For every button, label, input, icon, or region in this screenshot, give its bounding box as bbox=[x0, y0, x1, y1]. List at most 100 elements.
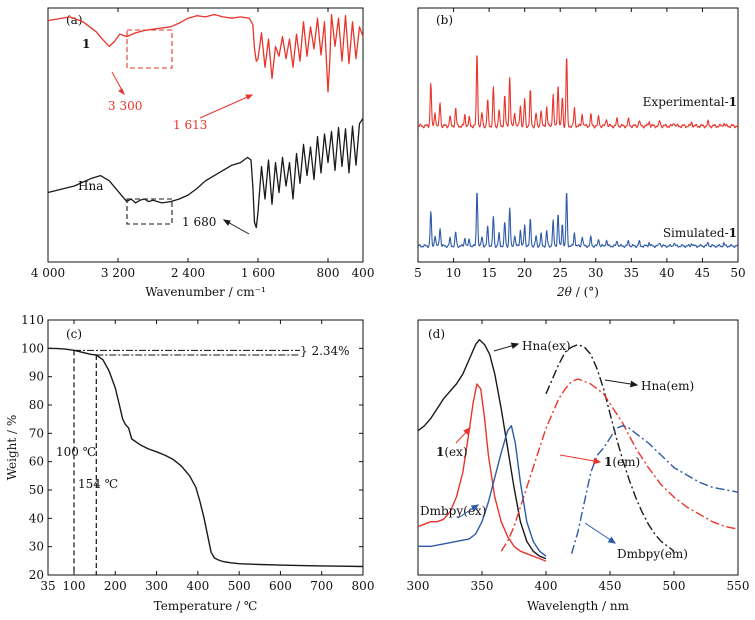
x-tick-label: 35 bbox=[40, 579, 55, 593]
x-tick-label: 300 bbox=[145, 579, 168, 593]
arrow-1em bbox=[559, 454, 601, 463]
x-tick-label: 10 bbox=[446, 266, 461, 280]
x-tick-label: 2 400 bbox=[171, 266, 205, 280]
x-tick-label: 3 200 bbox=[101, 266, 135, 280]
x-tick-label: 5 bbox=[414, 266, 422, 280]
plot-frame bbox=[417, 319, 739, 576]
label-1-ex-suffix: (ex) bbox=[444, 445, 467, 459]
label-1-em: 1(em) bbox=[604, 455, 640, 469]
panel-d: 300 350 400 450 500 550 Wavelength / nm (d) Hna(… bbox=[407, 319, 750, 613]
tga-curve bbox=[47, 347, 364, 568]
x-tick-label: 300 bbox=[407, 579, 430, 593]
y-tick-label: 90 bbox=[29, 370, 44, 384]
series-hnaex-line bbox=[417, 339, 547, 560]
highlight-box-black bbox=[126, 198, 173, 225]
series-1-line bbox=[47, 13, 364, 93]
x-tick-label: 100 bbox=[63, 579, 86, 593]
panel-a: 4 000 3 200 2 400 1 600 800 400 Wavenumber / c… bbox=[31, 7, 375, 299]
y-axis-title: Weight / % bbox=[5, 415, 19, 481]
x-tick-label: 4 000 bbox=[31, 266, 65, 280]
annotation-3300: 3 300 bbox=[108, 99, 142, 113]
label-1-em-num: 1 bbox=[604, 455, 612, 469]
arrowhead-1680 bbox=[222, 219, 231, 226]
x-axis-title: Temperature / ℃ bbox=[154, 599, 258, 613]
x-tick-label: 600 bbox=[269, 579, 292, 593]
x-tick-label: 1 600 bbox=[241, 266, 275, 280]
x-tick-label: 30 bbox=[588, 266, 603, 280]
annotation-1613: 1 613 bbox=[173, 118, 207, 132]
x-tick-label: 800 bbox=[352, 579, 375, 593]
x-tick-label: 20 bbox=[517, 266, 532, 280]
label-1-ex-num: 1 bbox=[436, 445, 444, 459]
legend-simulated: Simulated-1 bbox=[663, 226, 737, 240]
annotation-2-34: } 2.34% bbox=[300, 344, 350, 358]
panel-b: 5 10 15 20 25 30 35 40 45 50 2θ / (°) (b) Experiment… bbox=[414, 7, 746, 299]
plot-frame bbox=[417, 7, 739, 263]
arrow-1613 bbox=[199, 94, 253, 119]
panel-c: 35 100 200 300 400 500 600 700 800 20 30 40 50 60 70 80… bbox=[5, 313, 374, 613]
x-tick-label: 700 bbox=[310, 579, 333, 593]
series-experimental-line bbox=[418, 55, 739, 129]
x-tick-label: 25 bbox=[553, 266, 568, 280]
label-hna-ex: Hna(ex) bbox=[522, 339, 571, 353]
y-tick-label: 50 bbox=[29, 483, 44, 497]
legend-experimental-text: Experimental- bbox=[643, 95, 729, 109]
x-tick-label: 35 bbox=[624, 266, 639, 280]
panel-label: (d) bbox=[428, 327, 445, 341]
x-tick-label: 800 bbox=[317, 266, 340, 280]
annotation-1680: 1 680 bbox=[182, 215, 216, 229]
x-axis-title: Wavelength / nm bbox=[527, 599, 630, 613]
panel-label: (a) bbox=[66, 13, 83, 27]
series-hnaem-line bbox=[545, 343, 675, 552]
label-1-ex: 1(ex) bbox=[436, 445, 468, 459]
y-tick-label: 100 bbox=[21, 341, 44, 355]
legend-experimental-num: 1 bbox=[729, 95, 737, 109]
annotation-154c: 154 ℃ bbox=[78, 477, 118, 491]
series-dmbpyem-line bbox=[570, 425, 739, 554]
x-axis-title: Wavenumber / cm⁻¹ bbox=[145, 285, 266, 299]
series-label-1: 1 bbox=[82, 37, 90, 51]
x-tick-label: 450 bbox=[599, 579, 622, 593]
x-tick-label: 50 bbox=[730, 266, 745, 280]
arrow-hnaem-head bbox=[630, 380, 639, 388]
series-1ex-line bbox=[417, 383, 547, 562]
arrowhead-1613 bbox=[245, 94, 254, 100]
x-tick-label: 200 bbox=[104, 579, 127, 593]
y-tick-label: 110 bbox=[21, 313, 44, 327]
x-axis-title-unit: / (°) bbox=[572, 285, 599, 299]
y-tick-label: 60 bbox=[29, 455, 44, 469]
x-tick-label: 550 bbox=[727, 579, 750, 593]
series-hna-line bbox=[47, 118, 364, 229]
y-tick-label: 70 bbox=[29, 426, 44, 440]
y-tick-label: 20 bbox=[29, 568, 44, 582]
panel-label: (b) bbox=[436, 13, 453, 27]
x-tick-label: 350 bbox=[471, 579, 494, 593]
x-tick-label: 15 bbox=[481, 266, 496, 280]
arrowhead-3300 bbox=[118, 88, 126, 96]
legend-experimental: Experimental-1 bbox=[643, 95, 737, 109]
series-dmbpyex-line bbox=[418, 425, 547, 557]
arrow-1em-head bbox=[593, 457, 602, 465]
series-simulated-line bbox=[418, 192, 739, 249]
plot-frame bbox=[47, 319, 364, 576]
x-tick-label: 400 bbox=[535, 579, 558, 593]
highlight-box-red bbox=[126, 29, 173, 69]
y-tick-label: 30 bbox=[29, 540, 44, 554]
x-axis-title-theta: 2θ bbox=[556, 285, 573, 299]
label-hna-em: Hna(em) bbox=[641, 379, 694, 393]
x-tick-label: 40 bbox=[659, 266, 674, 280]
arrow-hnaex-head bbox=[510, 342, 520, 350]
annotation-100c: 100 ℃ bbox=[56, 445, 96, 459]
y-tick-label: 80 bbox=[29, 398, 44, 412]
x-tick-label: 500 bbox=[663, 579, 686, 593]
series-label-hna: Hna bbox=[78, 179, 103, 193]
label-1-em-suffix: (em) bbox=[612, 455, 640, 469]
x-tick-label: 45 bbox=[695, 266, 710, 280]
x-tick-label: 500 bbox=[228, 579, 251, 593]
y-tick-label: 40 bbox=[29, 511, 44, 525]
arrow-1ex-head bbox=[463, 427, 471, 436]
label-dmbpy-ex: Dmbpy(ex) bbox=[420, 504, 486, 518]
arrow-dmbpyem-head bbox=[607, 536, 617, 544]
x-tick-label: 400 bbox=[352, 266, 375, 280]
